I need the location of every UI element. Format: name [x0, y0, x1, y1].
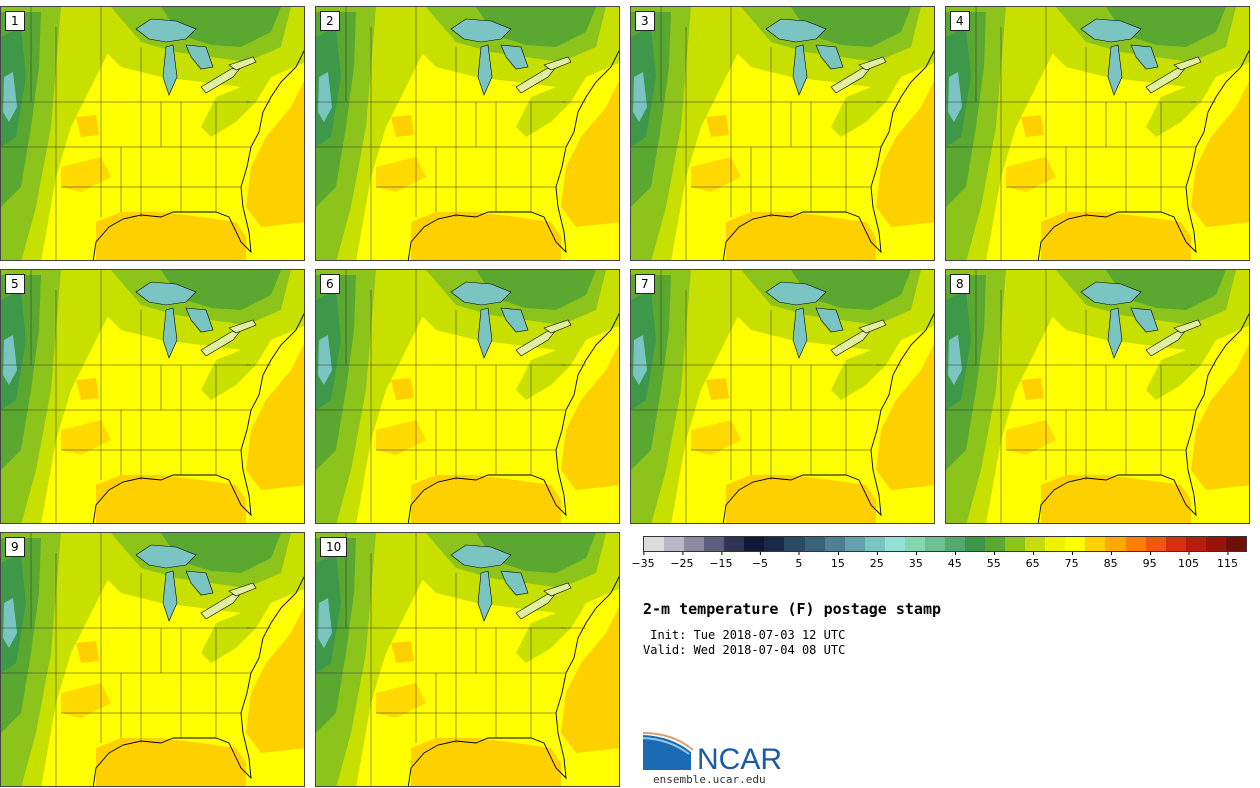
panel-number-label: 1: [5, 11, 25, 31]
panel-number-label: 9: [5, 537, 25, 557]
colorbar-tick: −35: [631, 552, 655, 570]
colorbar-tick: 55: [987, 552, 1001, 570]
ncar-logo: NCAR: [643, 732, 782, 776]
colorbar-swatch: [924, 537, 945, 551]
colorbar-swatch: [704, 537, 725, 551]
colorbar-swatch: [1025, 537, 1046, 551]
colorbar-swatch: [724, 537, 745, 551]
colorbar-tick: −5: [752, 552, 768, 570]
colorbar-swatch: [1045, 537, 1066, 551]
plot-title: 2-m temperature (F) postage stamp: [643, 600, 942, 618]
colorbar-tick: 85: [1104, 552, 1118, 570]
map-panel-7: 7: [630, 269, 935, 524]
map-panel-2: 2: [315, 6, 620, 261]
colorbar-swatch: [884, 537, 905, 551]
colorbar-tick: 25: [870, 552, 884, 570]
panel-number-label: 8: [950, 274, 970, 294]
colorbar-tick: 65: [1026, 552, 1040, 570]
map-panel-6: 6: [315, 269, 620, 524]
colorbar-tick: 95: [1143, 552, 1157, 570]
colorbar-swatch: [844, 537, 865, 551]
colorbar-tick: 105: [1178, 552, 1199, 570]
colorbar-swatch: [904, 537, 925, 551]
map-panel-10: 10: [315, 532, 620, 787]
colorbar-tick: 45: [948, 552, 962, 570]
map-panel-4: 4: [945, 6, 1250, 261]
panel-number-label: 2: [320, 11, 340, 31]
panel-number-label: 3: [635, 11, 655, 31]
colorbar-swatch: [944, 537, 965, 551]
colorbar-swatch: [1125, 537, 1146, 551]
colorbar-swatch: [1145, 537, 1166, 551]
colorbar-tick: 35: [909, 552, 923, 570]
colorbar-swatch: [1105, 537, 1126, 551]
colorbar-tick: −15: [709, 552, 733, 570]
panel-number-label: 5: [5, 274, 25, 294]
colorbar-swatch: [804, 537, 825, 551]
colorbar-swatch: [684, 537, 705, 551]
panel-number-label: 10: [320, 537, 348, 557]
map-panel-1: 1: [0, 6, 305, 261]
colorbar-swatch: [864, 537, 885, 551]
map-panel-8: 8: [945, 269, 1250, 524]
colorbar-swatch: [824, 537, 845, 551]
colorbar-swatch: [1225, 537, 1246, 551]
colorbar-tick: 5: [795, 552, 802, 570]
colorbar-swatch: [664, 537, 685, 551]
ncar-logo-text: NCAR: [697, 743, 782, 776]
colorbar-swatch: [1065, 537, 1086, 551]
map-panel-5: 5: [0, 269, 305, 524]
valid-time: Valid: Wed 2018-07-04 08 UTC: [643, 643, 846, 657]
logo-url: ensemble.ucar.edu: [653, 773, 766, 786]
colorbar-swatch: [965, 537, 986, 551]
colorbar-swatch: [1005, 537, 1026, 551]
map-panel-3: 3: [630, 6, 935, 261]
colorbar-swatch: [744, 537, 765, 551]
colorbar-swatch: [764, 537, 785, 551]
init-time: Init: Tue 2018-07-03 12 UTC: [643, 628, 846, 642]
temperature-colorbar: [643, 536, 1247, 552]
panel-number-label: 4: [950, 11, 970, 31]
colorbar-tick-labels: −35 −25 −15 −5 5 15 25 35 45 55 65 75 85 95 105 115: [631, 552, 1247, 576]
map-panel-9: 9: [0, 532, 305, 787]
colorbar-tick: 115: [1217, 552, 1238, 570]
colorbar-swatch: [1185, 537, 1206, 551]
panel-number-label: 7: [635, 274, 655, 294]
colorbar-swatch: [1205, 537, 1226, 551]
colorbar-tick: 15: [831, 552, 845, 570]
colorbar-swatch: [644, 537, 665, 551]
colorbar-tick: 75: [1065, 552, 1079, 570]
colorbar-tick: −25: [670, 552, 694, 570]
colorbar-swatch: [784, 537, 805, 551]
colorbar-swatch: [985, 537, 1006, 551]
colorbar-swatch: [1165, 537, 1186, 551]
colorbar-swatch: [1085, 537, 1106, 551]
panel-number-label: 6: [320, 274, 340, 294]
